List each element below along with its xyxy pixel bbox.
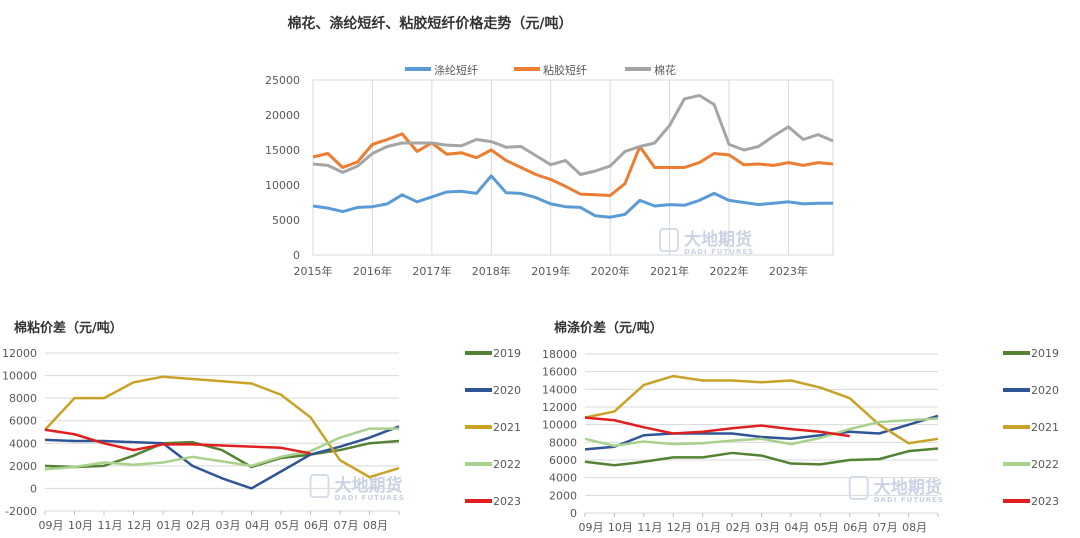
y-tick-label: 16000 xyxy=(542,366,577,379)
series-line-涤纶短纤 xyxy=(312,174,833,219)
x-tick-label: 02月 xyxy=(186,519,211,532)
x-tick-label: 04月 xyxy=(245,519,270,532)
x-tick-label: 03月 xyxy=(216,519,241,532)
series-line-2023 xyxy=(44,428,311,455)
x-tick-label: 01月 xyxy=(696,521,721,534)
chart-title: 棉涤价差（元/吨） xyxy=(554,320,663,336)
legend-label: 2022 xyxy=(1031,458,1059,471)
x-tick-label: 2018年 xyxy=(472,264,511,278)
x-tick-label: 2022年 xyxy=(710,264,749,278)
x-tick-label: 10月 xyxy=(608,521,633,534)
y-tick-label: 10000 xyxy=(542,419,577,432)
legend-label: 2020 xyxy=(493,384,521,397)
legend-label: 棉花 xyxy=(654,63,676,77)
series-line-2020 xyxy=(584,414,939,451)
y-tick-label: 18000 xyxy=(542,348,577,361)
x-tick-label: 2021年 xyxy=(650,264,689,278)
y-tick-label: 12000 xyxy=(542,401,577,414)
x-tick-label: 05月 xyxy=(814,521,839,534)
x-tick-label: 2020年 xyxy=(591,264,630,278)
legend-label: 2021 xyxy=(493,421,521,434)
y-tick-label: 0 xyxy=(30,482,37,495)
legend-label: 2021 xyxy=(1031,421,1059,434)
legend-label: 涤纶短纤 xyxy=(434,63,478,77)
watermark-cn: 大地期货 xyxy=(684,229,752,250)
x-tick-label: 2015年 xyxy=(294,264,333,278)
x-tick-label: 12月 xyxy=(127,519,152,532)
y-tick-label: 6000 xyxy=(549,454,577,467)
x-tick-label: 07月 xyxy=(873,521,898,534)
x-tick-label: 2019年 xyxy=(531,264,570,278)
x-tick-label: 09月 xyxy=(39,519,64,532)
x-tick-label: 02月 xyxy=(726,521,751,534)
series-line-2020 xyxy=(44,425,400,490)
x-tick-label: 2023年 xyxy=(769,264,808,278)
watermark-cn: 大地期货 xyxy=(874,477,942,498)
y-tick-label: 12000 xyxy=(2,347,37,360)
y-tick-label: 2000 xyxy=(9,460,37,473)
y-tick-label: 20000 xyxy=(265,109,300,122)
legend-label: 粘胶短纤 xyxy=(543,63,587,77)
y-tick-label: 4000 xyxy=(9,437,37,450)
x-tick-label: 11月 xyxy=(637,521,662,534)
series-line-2021 xyxy=(44,375,400,479)
y-tick-label: 15000 xyxy=(265,144,300,157)
x-tick-label: 09月 xyxy=(579,521,604,534)
series-line-粘胶短纤 xyxy=(312,132,834,197)
x-tick-label: 10月 xyxy=(68,519,93,532)
chart-title: 棉粘价差（元/吨） xyxy=(14,320,123,336)
x-tick-label: 06月 xyxy=(843,521,868,534)
watermark-logo-icon xyxy=(309,474,330,498)
y-tick-label: 25000 xyxy=(265,74,300,87)
legend-label: 2022 xyxy=(493,458,521,471)
x-tick-label: 06月 xyxy=(304,519,329,532)
series-line-2019 xyxy=(584,447,939,467)
y-tick-label: 10000 xyxy=(265,179,300,192)
watermark-en: DADI FUTURES xyxy=(874,496,944,504)
x-tick-label: 12月 xyxy=(667,521,692,534)
watermark-cn: 大地期货 xyxy=(335,475,403,496)
x-tick-label: 05月 xyxy=(275,519,300,532)
y-tick-label: 6000 xyxy=(9,415,37,428)
series-line-2021 xyxy=(584,374,939,445)
series-line-2022 xyxy=(584,417,939,448)
y-tick-label: 0 xyxy=(570,507,577,520)
y-tick-label: 4000 xyxy=(549,472,577,485)
y-tick-label: -2000 xyxy=(5,505,37,518)
watermark-logo-icon xyxy=(848,476,869,500)
watermark-logo-icon xyxy=(659,228,679,252)
series-line-2019 xyxy=(44,439,400,469)
x-tick-label: 01月 xyxy=(157,519,182,532)
y-tick-label: 5000 xyxy=(272,214,300,227)
legend-label: 2019 xyxy=(493,347,521,360)
y-tick-label: 2000 xyxy=(549,489,577,502)
chart-title: 棉花、涤纶短纤、粘胶短纤价格走势（元/吨） xyxy=(287,15,572,32)
y-tick-label: 10000 xyxy=(2,370,37,383)
legend-label: 2023 xyxy=(1031,495,1059,508)
series-line-棉花 xyxy=(312,93,834,176)
legend-label: 2020 xyxy=(1031,384,1059,397)
x-tick-label: 03月 xyxy=(755,521,780,534)
watermark-en: DADI FUTURES xyxy=(684,248,754,256)
y-tick-label: 14000 xyxy=(542,383,577,396)
x-tick-label: 2017年 xyxy=(412,264,451,278)
series-line-2023 xyxy=(584,416,850,438)
x-tick-label: 07月 xyxy=(334,519,359,532)
y-tick-label: 0 xyxy=(293,249,300,262)
y-tick-label: 8000 xyxy=(549,436,577,449)
x-tick-label: 11月 xyxy=(98,519,123,532)
legend-label: 2019 xyxy=(1031,347,1059,360)
x-tick-label: 04月 xyxy=(784,521,809,534)
legend-label: 2023 xyxy=(493,495,521,508)
x-tick-label: 08月 xyxy=(902,521,927,534)
watermark-en: DADI FUTURES xyxy=(335,494,405,502)
y-tick-label: 8000 xyxy=(9,392,37,405)
series-line-2022 xyxy=(44,427,399,471)
x-tick-label: 08月 xyxy=(363,519,388,532)
x-tick-label: 2016年 xyxy=(353,264,392,278)
